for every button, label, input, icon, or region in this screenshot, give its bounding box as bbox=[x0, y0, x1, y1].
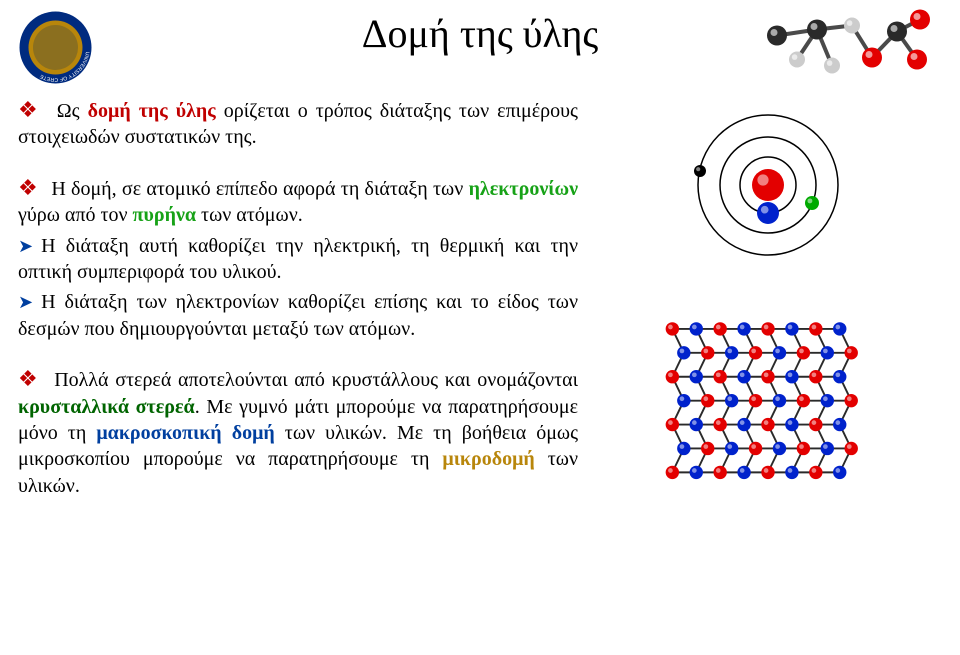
paragraph-2: Η δομή, σε ατομικό επίπεδο αφορά τη διάτ… bbox=[18, 173, 578, 229]
molecule-illustration bbox=[762, 0, 942, 90]
paragraph-2-group: Η δομή, σε ατομικό επίπεδο αφορά τη διάτ… bbox=[18, 173, 578, 342]
text-column: Ως δομή της ύλης ορίζεται ο τρόπος διάτα… bbox=[18, 95, 598, 525]
content-area: Ως δομή της ύλης ορίζεται ο τρόπος διάτα… bbox=[0, 85, 960, 525]
sub-1: Η διάταξη αυτή καθορίζει την ηλεκτρική, … bbox=[18, 233, 578, 286]
p2-mid: γύρω από τον bbox=[18, 204, 133, 226]
p2-pre: Η δομή, σε ατομικό επίπεδο αφορά τη διάτ… bbox=[51, 178, 468, 200]
paragraph-3: Πολλά στερεά αποτελούνται από κρυστάλλου… bbox=[18, 364, 578, 499]
p2-hl1: ηλεκτρονίων bbox=[469, 178, 578, 200]
p2-post: των ατόμων. bbox=[196, 204, 303, 226]
p3-pre: Πολλά στερεά αποτελούνται από κρυστάλλου… bbox=[54, 369, 578, 391]
p3-hl2: μακροσκοπική δομή bbox=[96, 422, 274, 444]
p2-hl2: πυρήνα bbox=[133, 204, 197, 226]
illustration-column bbox=[598, 95, 938, 525]
p3-hl1: κρυσταλλικά στερεά bbox=[18, 396, 195, 418]
sub-2: Η διάταξη των ηλεκτρονίων καθορίζει επίσ… bbox=[18, 289, 578, 342]
p1-pre: Ως bbox=[57, 100, 88, 122]
page-title: Δομή της ύλης bbox=[362, 0, 599, 57]
university-logo: UNIVERSITY OF CRETE bbox=[18, 10, 93, 85]
p3-hl3: μικροδομή bbox=[442, 448, 534, 470]
paragraph-1: Ως δομή της ύλης ορίζεται ο τρόπος διάτα… bbox=[18, 95, 578, 151]
header: UNIVERSITY OF CRETE Δομή της ύλης bbox=[0, 0, 960, 85]
crystal-lattice-diagram bbox=[658, 305, 878, 525]
atom-diagram bbox=[658, 95, 878, 275]
p1-highlight: δομή της ύλης bbox=[88, 100, 216, 122]
